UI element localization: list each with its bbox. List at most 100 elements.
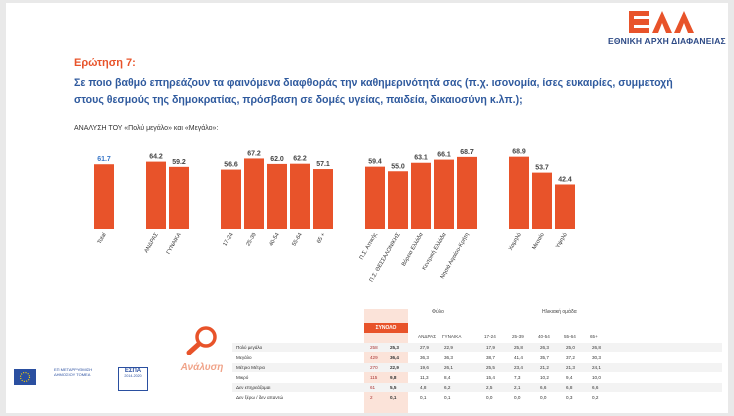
data-label-3-1: 55.0	[391, 163, 405, 170]
row-value: 25,5	[486, 365, 495, 370]
question-text: Σε ποιο βαθμό επηρεάζουν τα φαινόμενα δι…	[74, 77, 673, 106]
row-label: Δεν ξέρω / δεν απαντώ	[236, 395, 284, 400]
row-value: 23,4	[514, 365, 523, 370]
row-value: 0,0	[540, 395, 547, 400]
slide: ΕΘΝΙΚΗ ΑΡΧΗ ΔΙΑΦΑΝΕΙΑΣ Ερώτηση 7: Σε ποι…	[6, 3, 728, 413]
category-label-0-0: Total	[97, 232, 108, 245]
row-value: 7,3	[514, 375, 521, 380]
eu-flag-icon	[14, 369, 36, 385]
row-value: 21,3	[566, 365, 575, 370]
data-label-2-1: 67.2	[247, 150, 261, 157]
category-label-2-4: 65 +	[316, 232, 327, 245]
chart-subtitle: ΑΝΑΛΥΣΗ ΤΟΥ «Πολύ μεγάλο» και «Μεγάλο»:	[74, 125, 219, 132]
bar-1-1	[169, 166, 189, 229]
table-row: Δεν επηρεάζομαι 61 5,5 4,8 6,2 2,5 2,1 6,6 6,8 6,…	[232, 383, 722, 392]
row-total-pct: 22,9	[390, 365, 399, 370]
magnifier-icon	[186, 326, 217, 356]
row-label: Πολύ μεγάλο	[236, 345, 263, 350]
row-value: 26,3	[540, 345, 549, 350]
data-label-1-0: 64.2	[149, 154, 163, 161]
category-label-3-3: Κεντρική Ελλάδα	[421, 231, 448, 271]
row-value: 17,9	[486, 345, 495, 350]
table-row: Μεγάλο 429 36,4 36,3 36,3 38,7 41,4 35,7 37,2 30,…	[232, 353, 722, 362]
synolo-header: ΣΥΝΟΛΟ	[364, 323, 408, 333]
brand-logo: ΕΘΝΙΚΗ ΑΡΧΗ ΔΙΑΦΑΝΕΙΑΣ	[608, 9, 726, 46]
row-value: 24,1	[592, 365, 601, 370]
row-total-pct: 9,8	[390, 375, 397, 380]
bar-2-4	[313, 169, 333, 229]
category-label-4-1: Μεσαίο	[531, 232, 545, 251]
row-value: 11,3	[420, 375, 429, 380]
row-value: 25,0	[566, 345, 575, 350]
row-value: 21,2	[540, 365, 549, 370]
row-total-pct: 25,3	[390, 345, 399, 350]
row-value: 26,1	[444, 365, 453, 370]
table-subheader: 25-39	[512, 334, 524, 339]
row-value: 8,4	[444, 375, 451, 380]
row-label: Μέτριο Μέτριο	[236, 365, 266, 370]
row-value: 0,1	[420, 395, 427, 400]
category-label-3-0: Π.Σ. Αττικής	[358, 231, 379, 261]
row-value: 10,2	[540, 375, 549, 380]
bar-0-0	[94, 164, 114, 229]
row-value: 27,9	[420, 345, 429, 350]
data-label-1-1: 59.2	[172, 159, 186, 166]
row-value: 0,0	[514, 395, 521, 400]
category-label-2-1: 25-39	[245, 232, 257, 247]
row-label: Δεν επηρεάζομαι	[236, 385, 271, 390]
row-total-pct: 0,1	[390, 395, 397, 400]
row-value: 0,2	[592, 395, 599, 400]
table-row: Μικρό 115 9,8 11,3 8,4 15,4 7,3 10,2 9,4 10,0	[232, 373, 722, 382]
row-value: 0,1	[444, 395, 451, 400]
row-count: 270	[370, 365, 378, 370]
table-subheader: 65+	[590, 334, 598, 339]
row-value: 38,7	[486, 355, 495, 360]
bar-4-2	[555, 184, 575, 229]
row-value: 6,2	[444, 385, 451, 390]
analysis-label: Ανάλυση	[180, 362, 224, 373]
group-header-gender: Φύλο	[432, 309, 444, 315]
row-label: Μικρό	[236, 375, 249, 380]
bar-2-2	[267, 163, 287, 229]
data-label-3-3: 66.1	[437, 152, 451, 159]
data-label-2-3: 62.2	[293, 156, 307, 163]
table-subheader: 40-54	[538, 334, 550, 339]
row-value: 9,4	[566, 375, 573, 380]
category-label-4-2: Υψηλό	[554, 232, 568, 250]
row-value: 19,6	[420, 365, 429, 370]
data-label-4-2: 42.4	[558, 176, 572, 183]
row-value: 25,8	[514, 345, 523, 350]
espa-logo: ΕΣΠΑ 2014-2020	[118, 367, 148, 391]
row-value: 0,3	[566, 395, 573, 400]
data-label-3-0: 59.4	[368, 159, 382, 166]
bar-chart: 61.7 Total 64.2 ΑΝΔΡΑΣ 59.2 ΓΥΝΑΙΚΑ 56.6 17-24 6…	[94, 149, 575, 283]
row-value: 22,9	[444, 345, 453, 350]
row-count: 429	[370, 355, 378, 360]
row-value: 6,6	[592, 385, 599, 390]
bar-4-1	[532, 172, 552, 229]
data-label-2-0: 56.6	[224, 162, 238, 169]
bar-1-0	[146, 161, 166, 229]
row-count: 115	[370, 375, 378, 380]
data-label-4-0: 68.9	[512, 149, 526, 156]
eaa-logo-icon	[629, 11, 694, 33]
row-value: 0,0	[486, 395, 493, 400]
espa-years: 2014-2020	[124, 374, 142, 378]
data-label-2-4: 57.1	[316, 161, 330, 168]
row-value: 36,3	[420, 355, 429, 360]
row-value: 36,3	[444, 355, 453, 360]
row-value: 15,4	[486, 375, 495, 380]
espa-text: ΕΣΠΑ	[124, 368, 142, 374]
row-value: 37,2	[566, 355, 575, 360]
row-count: 61	[370, 385, 376, 390]
category-label-3-2: Βόρεια Ελλάδα	[400, 231, 425, 268]
data-label-0-0: 61.7	[97, 156, 111, 163]
brand-name: ΕΘΝΙΚΗ ΑΡΧΗ ΔΙΑΦΑΝΕΙΑΣ	[608, 36, 726, 46]
data-label-3-2: 63.1	[414, 155, 428, 162]
row-total-pct: 36,4	[390, 355, 399, 360]
category-label-2-0: 17-24	[222, 232, 234, 247]
data-label-2-2: 62.0	[270, 156, 284, 163]
analysis-badge: Ανάλυση	[172, 325, 232, 373]
row-value: 26,8	[592, 345, 601, 350]
row-value: 4,8	[420, 385, 427, 390]
